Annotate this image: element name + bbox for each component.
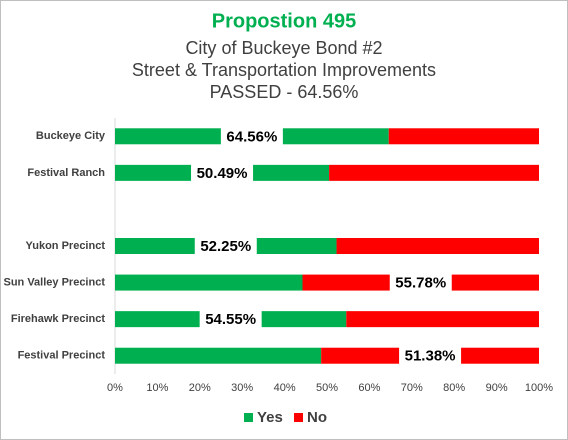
bar-segment bbox=[346, 311, 539, 328]
x-tick-label: 10% bbox=[146, 382, 168, 394]
y-tick-label: Yukon Precinct bbox=[26, 240, 106, 252]
data-label-bg bbox=[220, 125, 283, 148]
chart-subtitle: City of Buckeye Bond #2 bbox=[185, 38, 382, 58]
x-tick-label: 80% bbox=[443, 382, 465, 394]
y-tick-label: Firehawk Precinct bbox=[11, 313, 105, 325]
x-tick-label: 20% bbox=[189, 382, 211, 394]
x-tick-label: 50% bbox=[316, 382, 338, 394]
bar-segment bbox=[329, 164, 539, 181]
chart-subtitle: Street & Transportation Improvements bbox=[132, 60, 436, 80]
chart-subtitle: PASSED - 64.56% bbox=[210, 82, 359, 102]
data-label-bg bbox=[194, 235, 257, 257]
legend-swatch bbox=[294, 413, 303, 422]
bar-segment bbox=[388, 128, 539, 145]
x-tick-label: 0% bbox=[107, 382, 123, 394]
data-label: 54.55% bbox=[205, 311, 256, 328]
data-label-bg bbox=[199, 308, 262, 331]
x-tick-label: 90% bbox=[486, 382, 508, 394]
legend-swatch bbox=[244, 413, 253, 422]
x-tick-label: 100% bbox=[525, 382, 553, 394]
y-tick-label: Festival Ranch bbox=[27, 167, 105, 179]
bar-segment bbox=[115, 347, 322, 364]
bar-segment bbox=[336, 238, 539, 254]
data-label-bg bbox=[191, 161, 254, 184]
data-label: 55.78% bbox=[395, 275, 446, 292]
legend-label: No bbox=[307, 409, 327, 426]
x-tick-label: 30% bbox=[231, 382, 253, 394]
data-label: 51.38% bbox=[405, 348, 456, 365]
y-tick-label: Buckeye City bbox=[36, 130, 106, 142]
data-label: 64.56% bbox=[226, 128, 277, 145]
legend-label: Yes bbox=[257, 409, 283, 426]
data-label: 50.49% bbox=[197, 165, 248, 182]
y-tick-label: Festival Precinct bbox=[18, 350, 106, 362]
x-tick-label: 40% bbox=[274, 382, 296, 394]
chart-title: Propostion 495 bbox=[212, 10, 356, 32]
y-tick-label: Sun Valley Precinct bbox=[4, 276, 106, 288]
data-label-bg bbox=[399, 344, 462, 367]
x-tick-label: 60% bbox=[358, 382, 380, 394]
data-label-bg bbox=[389, 271, 452, 294]
bar-segment bbox=[115, 274, 303, 291]
data-label: 52.25% bbox=[200, 238, 251, 255]
x-tick-label: 70% bbox=[401, 382, 423, 394]
